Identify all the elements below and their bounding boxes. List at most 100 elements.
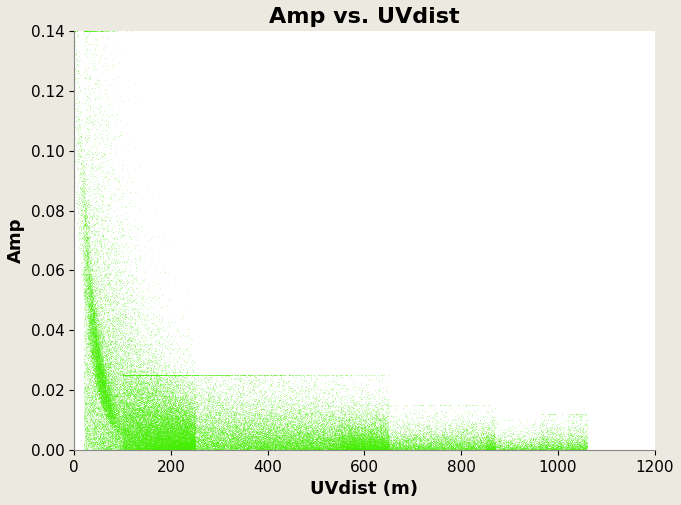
Point — [362, 410, 373, 418]
Point — [309, 435, 320, 443]
Point — [167, 416, 178, 424]
Point — [99, 390, 110, 398]
Point — [379, 440, 390, 448]
Point — [517, 437, 528, 445]
Point — [72, 164, 83, 172]
Point — [276, 443, 287, 451]
Point — [98, 394, 109, 402]
Point — [84, 156, 95, 164]
Point — [142, 409, 153, 417]
Point — [437, 436, 448, 444]
Point — [204, 419, 215, 427]
Point — [377, 440, 387, 448]
Point — [155, 408, 166, 416]
Point — [289, 443, 300, 451]
Point — [161, 386, 172, 394]
Point — [535, 445, 545, 453]
Point — [366, 425, 377, 433]
Point — [127, 409, 138, 417]
Point — [244, 416, 255, 424]
Point — [180, 441, 191, 449]
Point — [110, 425, 121, 433]
Point — [195, 427, 206, 435]
Point — [273, 371, 284, 379]
Point — [104, 401, 114, 409]
Point — [123, 390, 134, 398]
Point — [93, 425, 104, 433]
Point — [294, 439, 305, 447]
Point — [261, 415, 272, 423]
Point — [132, 432, 143, 440]
Point — [160, 429, 171, 437]
Point — [156, 445, 167, 453]
Point — [285, 437, 296, 445]
Point — [242, 376, 253, 384]
Point — [224, 429, 235, 437]
Point — [375, 445, 385, 453]
Point — [186, 442, 197, 450]
Point — [232, 443, 242, 451]
Point — [219, 421, 229, 429]
Point — [80, 220, 91, 228]
Point — [278, 442, 289, 450]
Point — [157, 445, 168, 453]
Point — [180, 431, 191, 439]
Point — [138, 388, 148, 396]
Point — [233, 431, 244, 439]
Point — [251, 439, 262, 447]
Point — [365, 423, 376, 431]
Point — [406, 436, 417, 444]
Point — [84, 429, 95, 437]
Point — [109, 443, 120, 451]
Point — [132, 410, 143, 418]
Point — [129, 347, 140, 355]
Point — [184, 431, 195, 439]
Point — [215, 399, 225, 407]
Point — [89, 333, 100, 341]
Point — [116, 429, 127, 437]
Point — [183, 408, 193, 416]
Point — [313, 430, 324, 438]
Point — [178, 443, 189, 451]
Point — [187, 441, 198, 449]
Point — [83, 292, 94, 300]
Point — [137, 445, 148, 453]
Point — [164, 401, 175, 410]
Point — [125, 418, 136, 426]
Point — [110, 437, 121, 445]
Point — [123, 388, 134, 396]
Point — [115, 396, 126, 404]
Point — [189, 441, 200, 449]
Point — [97, 377, 108, 385]
Point — [174, 418, 185, 426]
Point — [171, 434, 182, 442]
Point — [138, 433, 149, 441]
Point — [350, 443, 361, 451]
Point — [208, 445, 219, 453]
Point — [249, 437, 260, 445]
Point — [308, 419, 319, 427]
Point — [186, 436, 197, 444]
Point — [93, 444, 104, 452]
Point — [364, 438, 375, 446]
Point — [206, 435, 217, 443]
Point — [451, 424, 462, 432]
Point — [99, 382, 110, 390]
Point — [164, 428, 175, 436]
Point — [320, 440, 331, 448]
Point — [108, 378, 118, 386]
Point — [89, 351, 100, 359]
Point — [106, 384, 116, 392]
Point — [355, 434, 366, 442]
Point — [92, 436, 103, 444]
Point — [192, 428, 203, 436]
Point — [251, 442, 262, 450]
Point — [522, 443, 533, 451]
Point — [153, 385, 163, 393]
Point — [110, 426, 121, 434]
Point — [100, 417, 111, 425]
Point — [347, 424, 358, 432]
Point — [189, 406, 200, 414]
Point — [178, 445, 189, 453]
Point — [204, 424, 215, 432]
